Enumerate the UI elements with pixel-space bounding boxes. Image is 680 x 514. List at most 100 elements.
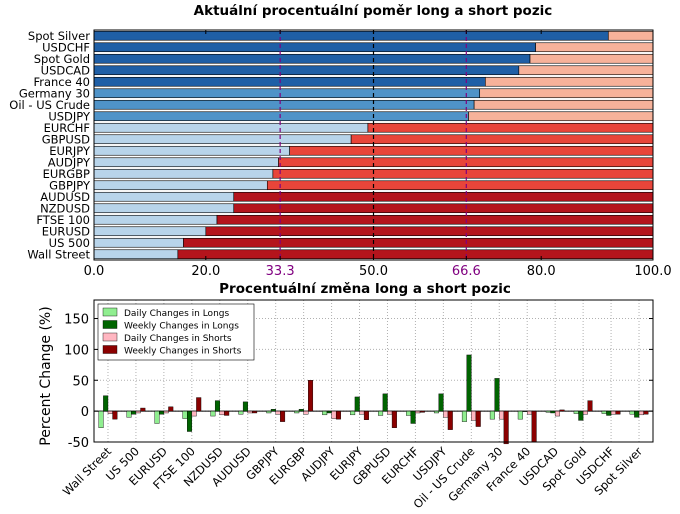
short-bar <box>350 134 654 145</box>
bottom-chart-y-ticks: -50 0 50 100 150 <box>64 313 653 451</box>
change-bar <box>214 400 220 412</box>
y-tick-label: 50 <box>72 374 89 389</box>
bottom-chart-bars <box>98 354 649 445</box>
x-tick-label: 50.0 <box>359 264 388 279</box>
change-bar <box>363 410 369 420</box>
change-bar <box>219 410 225 416</box>
category-label: EURUSD <box>42 224 90 238</box>
long-bar <box>93 134 352 145</box>
change-bar <box>443 410 449 418</box>
change-bar <box>606 410 612 416</box>
change-bar <box>308 380 314 412</box>
change-bar <box>140 407 146 412</box>
long-bar <box>93 65 520 76</box>
short-bar <box>479 88 654 99</box>
long-bar <box>93 30 609 41</box>
category-label: EURJPY <box>49 144 91 158</box>
change-bar <box>163 410 169 414</box>
change-bar <box>391 410 397 428</box>
category-label: EURCHF <box>44 121 90 135</box>
change-bar <box>210 410 216 417</box>
change-bar <box>191 410 197 417</box>
change-bar <box>415 410 421 414</box>
long-bar <box>93 226 207 237</box>
category-label: Germany 30 <box>19 86 90 100</box>
change-bar <box>419 410 425 413</box>
short-bar <box>535 42 654 53</box>
change-bar <box>466 354 472 412</box>
short-bar <box>367 122 654 133</box>
long-bar <box>93 168 274 179</box>
change-bar <box>378 410 384 416</box>
change-bar <box>634 410 640 418</box>
top-chart-title: Aktuální procentuální poměr long a short… <box>194 3 553 19</box>
change-bar <box>154 410 160 424</box>
y-tick-label: -50 <box>68 436 89 451</box>
short-bar <box>233 203 654 214</box>
long-bar <box>93 99 475 110</box>
change-bar <box>601 410 607 414</box>
short-bar <box>216 214 654 225</box>
category-label: AUDJPY <box>48 155 91 169</box>
change-bar <box>387 410 393 415</box>
x-tick-label: 66.6 <box>452 264 481 279</box>
short-bar <box>473 99 654 110</box>
change-bar <box>103 395 109 412</box>
change-bar <box>354 396 360 412</box>
long-bar <box>93 203 235 214</box>
legend-swatch <box>102 320 118 329</box>
change-bar <box>475 410 481 427</box>
change-bar <box>629 410 635 415</box>
change-bar <box>168 406 174 412</box>
short-bar <box>266 180 654 191</box>
x-tick-label: 80.0 <box>527 264 556 279</box>
legend-swatch <box>102 345 118 354</box>
long-bar <box>93 42 536 53</box>
y-tick-label: 150 <box>64 313 89 328</box>
legend-swatch <box>102 332 118 342</box>
category-label: USDCAD <box>41 63 90 77</box>
change-bar <box>98 410 104 428</box>
category-label: US 500 <box>49 236 90 250</box>
short-bar <box>468 111 654 122</box>
x-tick-label: 0.0 <box>84 264 105 279</box>
change-bar <box>266 410 272 414</box>
short-bar <box>272 168 654 179</box>
legend-label: Daily Changes in Longs <box>124 309 229 319</box>
change-bar <box>582 410 588 415</box>
change-bar <box>550 410 556 414</box>
change-bar <box>573 410 579 414</box>
long-bar <box>93 237 184 248</box>
change-bar <box>322 410 328 416</box>
change-bar <box>494 378 500 412</box>
short-bar <box>177 249 654 260</box>
top-chart-bars <box>93 30 654 260</box>
top-chart-x-ticks: 0.0 20.0 33.3 50.0 66.6 80.0 100.0 <box>84 30 672 279</box>
x-tick-label: 100.0 <box>634 264 671 279</box>
change-bar <box>294 410 300 414</box>
change-bar <box>270 409 276 412</box>
change-bar <box>531 410 537 443</box>
bottom-chart-y-axis-label: Percent Change (%) <box>38 306 54 445</box>
long-bar <box>93 157 279 168</box>
short-bar <box>518 65 654 76</box>
change-bar <box>615 410 621 415</box>
category-label: NZDUSD <box>40 201 90 215</box>
change-bar <box>610 410 616 415</box>
top-chart-frame <box>93 29 654 261</box>
change-bar <box>335 410 341 420</box>
change-bar <box>527 410 533 415</box>
y-tick-label: 100 <box>64 343 89 358</box>
change-bar <box>112 410 118 420</box>
legend-label: Daily Changes in Shorts <box>124 334 232 344</box>
change-bar <box>159 410 165 415</box>
long-bar <box>93 53 531 64</box>
change-bar <box>350 410 356 416</box>
change-bar <box>410 410 416 424</box>
category-label: EURGBP <box>43 167 90 181</box>
change-bar <box>131 410 137 415</box>
short-bar <box>183 237 654 248</box>
change-bar <box>433 410 439 414</box>
category-label: USDCHF <box>42 40 90 54</box>
